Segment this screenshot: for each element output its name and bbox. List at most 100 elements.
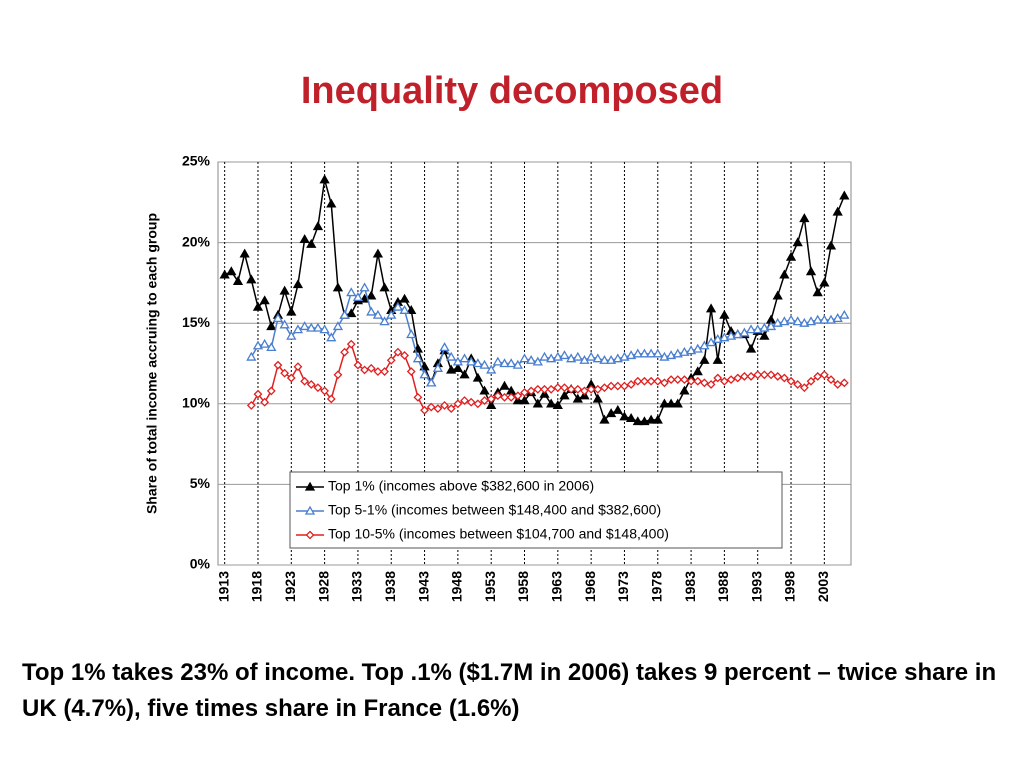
marker xyxy=(665,398,677,408)
marker xyxy=(719,376,729,386)
marker xyxy=(500,392,509,402)
marker xyxy=(560,383,569,393)
x-tick-label: 1918 xyxy=(249,571,265,602)
marker xyxy=(332,321,344,331)
marker xyxy=(479,359,490,369)
marker xyxy=(779,373,789,383)
legend-label: Top 5-1% (incomes between $148,400 and $… xyxy=(328,502,661,518)
marker xyxy=(766,370,776,380)
marker xyxy=(832,313,843,323)
marker xyxy=(386,355,396,365)
marker xyxy=(739,327,750,337)
marker xyxy=(739,371,749,381)
marker xyxy=(699,354,710,364)
x-tick-label: 1978 xyxy=(648,571,664,602)
marker xyxy=(420,405,429,415)
marker xyxy=(606,381,616,391)
marker xyxy=(266,342,277,352)
marker xyxy=(286,306,297,316)
x-tick-label: 1923 xyxy=(282,571,298,602)
marker xyxy=(453,399,463,409)
marker xyxy=(292,324,304,334)
x-tick-label: 1993 xyxy=(748,571,764,602)
legend-label: Top 10-5% (incomes between $104,700 and … xyxy=(328,526,669,542)
marker xyxy=(426,402,436,412)
marker xyxy=(499,380,510,390)
marker xyxy=(520,388,529,397)
marker xyxy=(419,369,430,379)
marker xyxy=(825,240,837,250)
marker xyxy=(252,301,264,311)
marker xyxy=(805,266,817,276)
marker xyxy=(659,398,670,408)
chart: 0% 5% 10% 15% 20% 25% 1913 1918 1923 1928 1933 1938… xyxy=(144,153,852,602)
marker xyxy=(819,277,830,287)
marker xyxy=(379,282,390,292)
marker xyxy=(813,371,823,381)
marker xyxy=(399,293,410,303)
marker xyxy=(586,384,596,394)
marker xyxy=(839,378,849,388)
marker xyxy=(699,378,709,388)
marker xyxy=(266,321,277,331)
marker xyxy=(832,206,843,216)
marker xyxy=(239,248,250,258)
marker xyxy=(772,290,783,300)
marker xyxy=(653,376,663,386)
marker xyxy=(373,367,383,376)
marker xyxy=(726,375,736,385)
marker xyxy=(506,358,517,368)
marker xyxy=(400,351,409,360)
marker xyxy=(645,348,657,358)
marker xyxy=(620,381,629,391)
marker xyxy=(619,411,630,421)
marker xyxy=(499,358,510,368)
x-tick-label: 1938 xyxy=(382,571,398,602)
x-tick-label: 2003 xyxy=(815,571,831,602)
marker xyxy=(792,237,803,247)
marker xyxy=(253,389,263,399)
marker xyxy=(745,343,757,353)
slide-title: Inequality decomposed xyxy=(300,70,724,112)
marker xyxy=(486,394,496,404)
legend-label: Top 1% (incomes above $382,600 in 2006) xyxy=(328,478,594,494)
marker xyxy=(733,373,743,383)
marker xyxy=(512,359,523,369)
marker xyxy=(486,364,497,374)
marker xyxy=(273,360,283,370)
legend-box xyxy=(289,471,783,549)
marker xyxy=(786,376,796,386)
marker xyxy=(279,285,290,295)
marker xyxy=(633,376,643,386)
marker xyxy=(412,353,424,363)
caption: Top 1% takes 23% of income. Top .1% ($1.… xyxy=(22,659,997,722)
marker xyxy=(346,287,357,297)
marker xyxy=(680,375,689,385)
marker xyxy=(319,174,330,184)
marker xyxy=(333,370,343,380)
marker xyxy=(304,505,316,515)
marker xyxy=(553,383,563,393)
marker xyxy=(593,384,603,394)
marker xyxy=(839,190,850,200)
marker xyxy=(280,368,290,378)
marker xyxy=(719,309,730,319)
marker xyxy=(819,314,830,324)
marker xyxy=(613,381,623,391)
marker xyxy=(812,287,823,297)
marker xyxy=(406,367,416,376)
marker xyxy=(532,398,543,408)
marker xyxy=(672,398,683,408)
marker xyxy=(679,385,690,395)
marker xyxy=(592,353,603,363)
marker xyxy=(785,251,797,261)
marker xyxy=(626,380,636,389)
marker xyxy=(599,354,610,364)
marker xyxy=(479,385,490,395)
marker xyxy=(773,371,783,381)
marker xyxy=(319,324,330,334)
marker xyxy=(632,348,643,358)
marker xyxy=(705,303,717,313)
marker xyxy=(246,400,256,410)
marker xyxy=(446,351,457,361)
